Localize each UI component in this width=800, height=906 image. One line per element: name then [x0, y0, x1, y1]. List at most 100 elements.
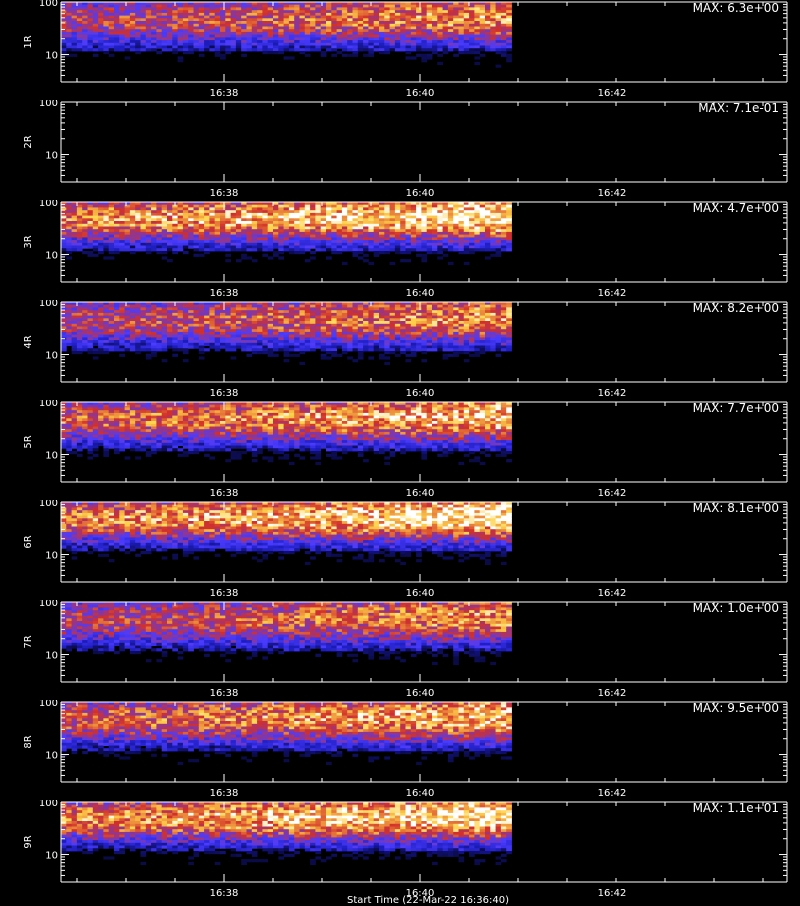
heatmap-cell — [278, 307, 284, 310]
heatmap-cell — [406, 335, 412, 338]
heatmap-cell — [209, 21, 215, 24]
heatmap-cell — [188, 246, 194, 249]
heatmap-cell — [162, 348, 168, 351]
heatmap-cell — [400, 221, 406, 224]
heatmap-cell — [130, 35, 136, 38]
heatmap-cell — [331, 248, 337, 251]
heatmap-cell — [146, 348, 152, 351]
heatmap-cell — [421, 335, 427, 338]
heatmap-cell — [310, 256, 316, 259]
heatmap-cell — [262, 7, 268, 10]
heatmap-cell — [310, 335, 316, 338]
heatmap-cell — [66, 35, 72, 38]
heatmap-cell — [453, 221, 459, 224]
heatmap-cell — [199, 348, 205, 351]
heatmap-cell — [379, 7, 385, 10]
heatmap-cell — [109, 248, 115, 251]
heatmap-cell — [225, 21, 231, 24]
heatmap-cell — [464, 48, 470, 51]
heatmap-cell — [384, 321, 390, 324]
heatmap-cell — [151, 335, 157, 338]
heatmap-cell — [172, 321, 178, 324]
heatmap-cell — [289, 221, 295, 224]
heatmap-cell — [114, 235, 120, 238]
heatmap-cell — [464, 7, 470, 10]
heatmap-cell — [427, 48, 433, 51]
heatmap-cell — [379, 207, 385, 210]
heatmap-cell — [114, 248, 120, 251]
heatmap-cell — [337, 51, 343, 54]
heatmap-cell — [448, 248, 454, 251]
heatmap-cell — [188, 221, 194, 224]
heatmap-cell — [88, 246, 94, 249]
heatmap-cell — [411, 48, 417, 51]
heatmap-cell — [125, 307, 131, 310]
heatmap-cell — [326, 321, 332, 324]
heatmap-cell — [199, 54, 205, 57]
heatmap-cell — [469, 21, 475, 24]
heatmap-cell — [294, 221, 300, 224]
heatmap-cell — [294, 348, 300, 351]
heatmap-cell — [337, 354, 343, 357]
heatmap-cell — [188, 48, 194, 51]
heatmap-cell — [406, 251, 412, 254]
heatmap-cell — [358, 335, 364, 338]
heatmap-cell — [141, 35, 147, 38]
heatmap-cell — [453, 248, 459, 251]
heatmap-cell — [353, 307, 359, 310]
heatmap-cell — [236, 259, 242, 262]
heatmap-cell — [204, 321, 210, 324]
heatmap-cell — [88, 351, 94, 354]
heatmap-cell — [421, 235, 427, 238]
heatmap-cell — [501, 7, 507, 10]
heatmap-cell — [289, 21, 295, 24]
heatmap-cell — [496, 48, 502, 51]
heatmap-cell — [93, 235, 99, 238]
heatmap-cell — [209, 235, 215, 238]
heatmap-cell — [215, 235, 221, 238]
heatmap-cell — [437, 54, 443, 57]
heatmap-cell — [252, 248, 258, 251]
heatmap-cell — [183, 359, 189, 362]
heatmap-cell — [167, 321, 173, 324]
heatmap-cell — [125, 321, 131, 324]
heatmap-cell — [342, 21, 348, 24]
heatmap-cell — [347, 35, 353, 38]
heatmap-cell — [273, 254, 279, 257]
heatmap-cell — [66, 321, 72, 324]
heatmap-cell — [421, 7, 427, 10]
heatmap-cell — [125, 235, 131, 238]
heatmap-cell — [337, 335, 343, 338]
heatmap-cell — [347, 7, 353, 10]
heatmap-cell — [204, 48, 210, 51]
heatmap-cell — [109, 21, 115, 24]
heatmap-cell — [77, 207, 83, 210]
heatmap-cell — [411, 21, 417, 24]
heatmap-cell — [66, 7, 72, 10]
heatmap-cell — [268, 7, 274, 10]
heatmap-cell — [310, 246, 316, 249]
heatmap-cell — [172, 307, 178, 310]
heatmap-cell — [119, 354, 125, 357]
heatmap-cell — [337, 235, 343, 238]
heatmap-cell — [215, 54, 221, 57]
heatmap-cell — [77, 7, 83, 10]
heatmap-cell — [241, 235, 247, 238]
heatmap-cell — [368, 235, 374, 238]
heatmap-cell — [363, 259, 369, 262]
heatmap-cell — [506, 59, 512, 62]
heatmap-cell — [114, 48, 120, 51]
heatmap-cell — [262, 351, 268, 354]
heatmap-cell — [130, 207, 136, 210]
heatmap-cell — [194, 48, 200, 51]
heatmap-cell — [368, 248, 374, 251]
heatmap-cell — [172, 235, 178, 238]
heatmap-cell — [247, 221, 253, 224]
heatmap-cell — [167, 235, 173, 238]
heatmap-cell — [395, 335, 401, 338]
heatmap-cell — [61, 248, 67, 251]
heatmap-cell — [231, 235, 237, 238]
